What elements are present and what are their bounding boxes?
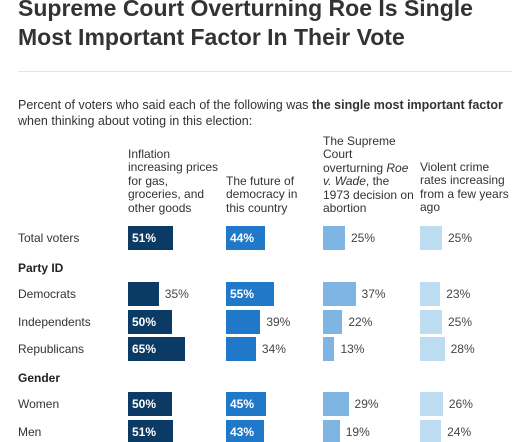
value-label: 26%	[448, 397, 473, 411]
value-label: 25%	[448, 315, 473, 329]
bar-democracy	[226, 310, 261, 334]
value-label: 51%	[132, 425, 157, 439]
bar-crime	[420, 420, 442, 442]
bar-democracy	[226, 420, 264, 442]
value-label: 43%	[230, 425, 255, 439]
value-label: 44%	[230, 231, 255, 245]
value-label: 28%	[450, 342, 475, 356]
row-label: Democrats	[18, 287, 77, 301]
row-label: Women	[18, 397, 60, 411]
value-label: 65%	[132, 342, 157, 356]
value-label: 23%	[446, 287, 471, 301]
bar-crime	[420, 337, 445, 361]
title-divider	[18, 71, 512, 72]
column-header-roe: The Supreme Court overturning Roe v. Wade, …	[323, 134, 414, 216]
column-header-crime: Violent crime rates increasing from a few …	[420, 160, 509, 215]
value-label: 51%	[132, 231, 157, 245]
value-label: 29%	[354, 397, 379, 411]
value-label: 22%	[348, 315, 373, 329]
value-label: 50%	[132, 315, 157, 329]
chart-title: Supreme Court Overturning Roe Is Single …	[18, 0, 473, 50]
bar-roe	[323, 420, 340, 442]
bar-inflation	[128, 392, 172, 416]
row-label: Total voters	[18, 231, 80, 245]
row-label: Men	[18, 425, 42, 439]
value-label: 34%	[261, 342, 286, 356]
subtitle-prefix: Percent of voters who said each of the f…	[18, 98, 312, 112]
row-label: Independents	[18, 315, 91, 329]
bar-inflation	[128, 226, 173, 250]
bar-inflation	[128, 337, 186, 361]
value-label: 55%	[230, 287, 255, 301]
chart-subtitle: Percent of voters who said each of the f…	[18, 97, 518, 129]
column-header-democracy: The future of democracy in this country	[226, 174, 298, 215]
bar-crime	[420, 282, 441, 306]
bar-inflation	[128, 310, 172, 334]
value-label: 25%	[448, 231, 473, 245]
row-label: Republicans	[18, 342, 85, 356]
bar-democracy	[226, 226, 265, 250]
value-label: 45%	[230, 397, 255, 411]
column-header-inflation: Inflation increasing prices for gas, grocer…	[128, 147, 219, 215]
bar-inflation	[128, 420, 173, 442]
bar-roe	[323, 310, 343, 334]
bar-democracy	[226, 392, 266, 416]
value-label: 50%	[132, 397, 157, 411]
subtitle-emphasis: the single most important factor	[311, 98, 503, 112]
bar-democracy	[226, 282, 275, 306]
bar-crime	[420, 392, 443, 416]
value-label: 24%	[447, 425, 472, 439]
bar-roe	[323, 337, 335, 361]
value-label: 19%	[345, 425, 370, 439]
value-label: 13%	[340, 342, 365, 356]
value-label: 39%	[266, 315, 291, 329]
value-label: 37%	[361, 287, 386, 301]
subtitle-line2: when thinking about voting in this elect…	[18, 114, 253, 128]
group-label: Gender	[18, 371, 61, 385]
bar-roe	[323, 282, 356, 306]
bar-democracy	[226, 337, 256, 361]
bar-roe	[323, 226, 345, 250]
bar-inflation	[128, 282, 159, 306]
value-label: 25%	[351, 231, 376, 245]
bar-crime	[420, 310, 442, 334]
value-label: 35%	[164, 287, 189, 301]
bar-crime	[420, 226, 442, 250]
group-label: Party ID	[18, 261, 64, 275]
bar-roe	[323, 392, 349, 416]
